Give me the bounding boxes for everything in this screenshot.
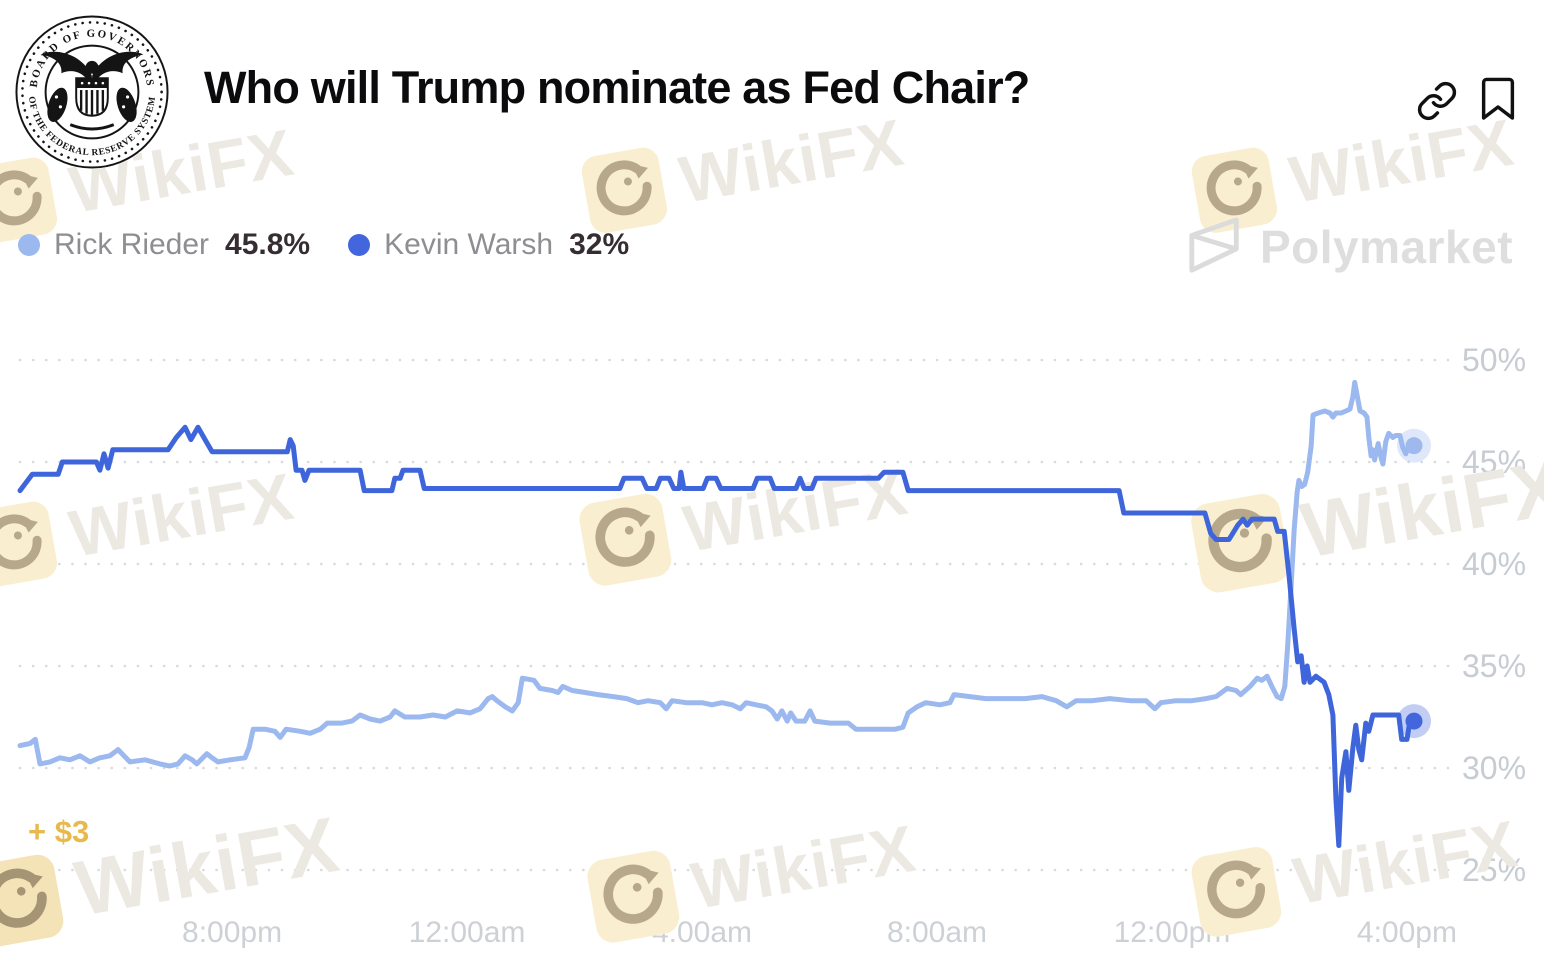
- x-axis-label-12:00am: 12:00am: [409, 916, 526, 949]
- legend-dot-0: [18, 234, 40, 256]
- legend-item-kevin-warsh[interactable]: Kevin Warsh 32%: [348, 228, 629, 262]
- bookmark-icon[interactable]: [1478, 76, 1518, 122]
- x-axis-label-4:00pm: 4:00pm: [1357, 916, 1457, 949]
- y-axis-label-40: 40%: [1462, 546, 1526, 582]
- endpoint-dot-rick-rieder[interactable]: [1405, 437, 1423, 455]
- y-axis-label-45: 45%: [1462, 444, 1526, 480]
- legend-name: Kevin Warsh: [384, 228, 554, 261]
- endpoint-dot-kevin-warsh[interactable]: [1405, 712, 1423, 730]
- chart-legend: Rick Rieder 45.8% Kevin Warsh 32%: [18, 228, 629, 262]
- legend-name: Rick Rieder: [54, 228, 210, 261]
- y-axis-label-50: 50%: [1462, 342, 1526, 378]
- legend-value: 32%: [569, 228, 630, 261]
- series-line-rick-rieder[interactable]: [17, 379, 1417, 769]
- y-axis-label-30: 30%: [1462, 750, 1526, 786]
- x-axis-label-8:00am: 8:00am: [887, 916, 987, 949]
- y-axis-label-25: 25%: [1462, 852, 1526, 888]
- link-icon[interactable]: [1416, 80, 1458, 122]
- legend-value: 45.8%: [225, 228, 311, 261]
- y-axis-label-35: 35%: [1462, 648, 1526, 684]
- series-line-kevin-warsh[interactable]: [17, 424, 1417, 848]
- legend-item-rick-rieder[interactable]: Rick Rieder 45.8%: [18, 228, 310, 262]
- legend-dot-1: [348, 234, 371, 256]
- pnl-label: + $3: [28, 814, 90, 849]
- x-axis-label-8:00pm: 8:00pm: [182, 916, 282, 949]
